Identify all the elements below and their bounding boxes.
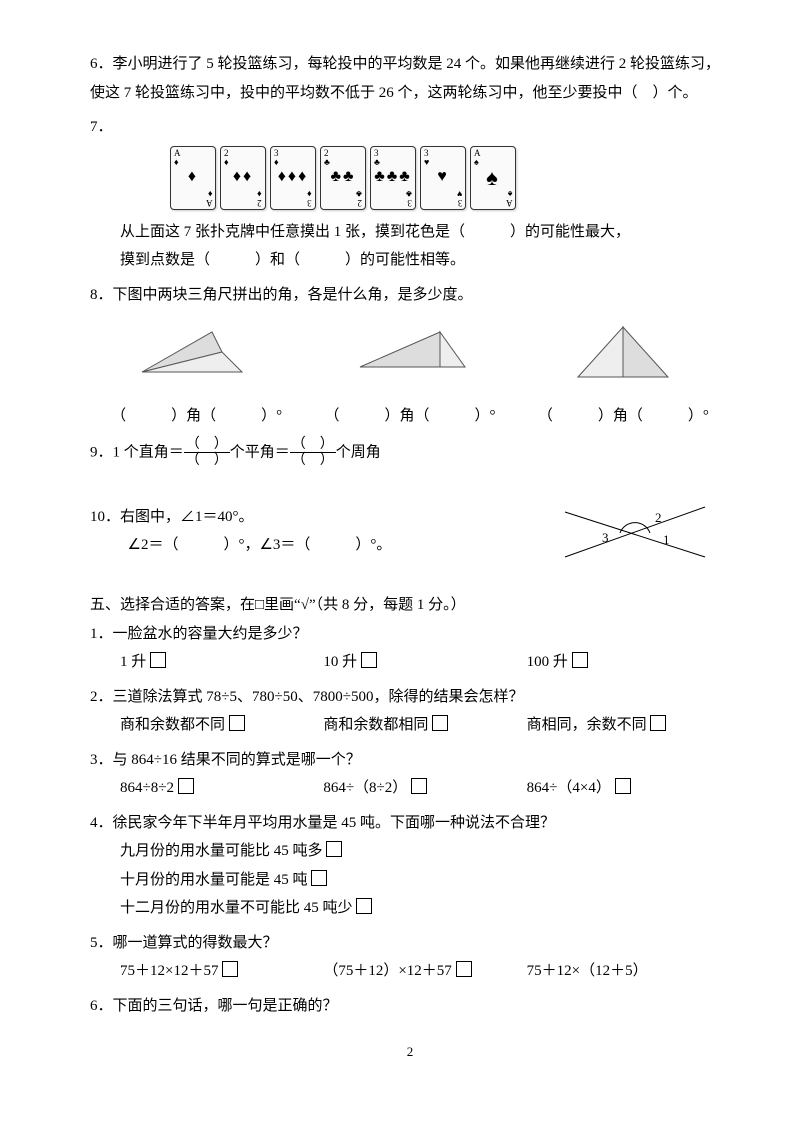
q9-mid: 个平角＝ — [230, 444, 290, 460]
q8-num: 8． — [90, 287, 113, 303]
page-number: 2 — [90, 1040, 730, 1065]
s5q3-b: 864÷（8÷2） — [323, 780, 407, 796]
checkbox[interactable] — [229, 715, 245, 731]
q9-pre: 1 个直角＝ — [113, 444, 184, 460]
checkbox[interactable] — [150, 652, 166, 668]
s5q2-a: 商和余数都不同 — [120, 717, 225, 733]
card-4: 2♣♣♣2♣ — [320, 146, 366, 210]
checkbox[interactable] — [361, 652, 377, 668]
checkbox[interactable] — [411, 778, 427, 794]
question-10: 2 3 1 10．右图中，∠1＝40°。 ∠2＝（ ）°，∠3＝（ ）°。 — [90, 503, 730, 578]
card-7: A♠♠A♠ — [470, 146, 516, 210]
question-8: 8．下图中两块三角尺拼出的角，各是什么角，是多少度。 （ ）角（ ）° （ ）角… — [90, 281, 730, 431]
s5q6-text: 下面的三句话，哪一句是正确的？ — [113, 998, 338, 1014]
s5-q1: 1．一脸盆水的容量大约是多少？ 1 升 10 升 100 升 — [90, 620, 730, 677]
q10-num: 10． — [90, 509, 120, 525]
s5q3-options: 864÷8÷2 864÷（8÷2） 864÷（4×4） — [90, 774, 730, 803]
s5q3-text: 与 864÷16 结果不同的算式是哪一个？ — [113, 752, 361, 768]
checkbox[interactable] — [178, 778, 194, 794]
s5q3-c: 864÷（4×4） — [527, 780, 611, 796]
triangle-pair-2 — [335, 317, 485, 392]
checkbox[interactable] — [356, 898, 372, 914]
s5q2-text: 三道除法算式 78÷5、780÷50、7800÷500，除得的结果会怎样？ — [113, 689, 524, 705]
s5q3-num: 3． — [90, 752, 113, 768]
angle-3-label: 3 — [602, 530, 609, 545]
q8-text: 下图中两块三角尺拼出的角，各是什么角，是多少度。 — [113, 287, 473, 303]
triangle-pair-3 — [548, 317, 698, 392]
checkbox[interactable] — [326, 841, 342, 857]
section-5-title: 五、选择合适的答案，在□里画“√”（共 8 分，每题 1 分。） — [90, 591, 730, 620]
s5q4-b: 十月份的用水量可能是 45 吨 — [120, 872, 308, 888]
card-2: 2♦♦♦2♦ — [220, 146, 266, 210]
checkbox[interactable] — [650, 715, 666, 731]
checkbox[interactable] — [456, 961, 472, 977]
s5q4-text: 徐民家今年下半年月平均用水量是 45 吨。下面哪一种说法不合理？ — [113, 815, 556, 831]
s5q1-a: 1 升 — [120, 654, 146, 670]
tri-label-2: （ ）角（ ）° — [324, 402, 495, 431]
s5q2-c: 商相同，余数不同 — [527, 717, 647, 733]
s5q5-b: （75＋12）×12＋57 — [323, 963, 451, 979]
s5q5-num: 5． — [90, 935, 113, 951]
checkbox[interactable] — [572, 652, 588, 668]
tri-label-3: （ ）角（ ）° — [538, 402, 709, 431]
s5q2-options: 商和余数都不同 商和余数都相同 商相同，余数不同 — [90, 711, 730, 740]
s5q4-num: 4． — [90, 815, 113, 831]
card-1: A♦♦A♦ — [170, 146, 216, 210]
s5q1-text: 一脸盆水的容量大约是多少？ — [113, 626, 308, 642]
s5q5-options: 75＋12×12＋57 （75＋12）×12＋57 75＋12×（12＋5） — [90, 957, 730, 986]
s5q4-options: 九月份的用水量可能比 45 吨多 十月份的用水量可能是 45 吨 十二月份的用水… — [90, 837, 730, 923]
s5-q5: 5．哪一道算式的得数最大？ 75＋12×12＋57 （75＋12）×12＋57 … — [90, 929, 730, 986]
s5q4-a: 九月份的用水量可能比 45 吨多 — [120, 843, 323, 859]
q9-post: 个周角 — [336, 444, 381, 460]
question-6: 6．李小明进行了 5 轮投篮练习，每轮投中的平均数是 24 个。如果他再继续进行… — [90, 50, 730, 107]
s5q1-b: 10 升 — [323, 654, 357, 670]
q9-frac2: （ ）（ ） — [290, 437, 336, 469]
triangle-figures — [90, 317, 730, 392]
tri-label-1: （ ）角（ ）° — [111, 402, 282, 431]
s5q1-options: 1 升 10 升 100 升 — [90, 648, 730, 677]
s5q5-c: 75＋12×（12＋5） — [527, 963, 648, 979]
angle-1-label: 1 — [663, 532, 670, 547]
q9-frac1: （ ）（ ） — [184, 437, 230, 469]
angle-2-label: 2 — [655, 510, 662, 525]
q7-line2: 摸到点数是（ ）和（ ）的可能性相等。 — [90, 246, 730, 275]
s5-q6: 6．下面的三句话，哪一句是正确的？ — [90, 992, 730, 1021]
card-5: 3♣♣♣♣3♣ — [370, 146, 416, 210]
s5q4-c: 十二月份的用水量不可能比 45 吨少 — [120, 900, 353, 916]
s5-q4: 4．徐民家今年下半年月平均用水量是 45 吨。下面哪一种说法不合理？ 九月份的用… — [90, 809, 730, 923]
triangle-labels: （ ）角（ ）° （ ）角（ ）° （ ）角（ ）° — [90, 402, 730, 431]
s5q5-a: 75＋12×12＋57 — [120, 963, 218, 979]
checkbox[interactable] — [615, 778, 631, 794]
angle-figure: 2 3 1 — [560, 503, 710, 578]
s5q1-num: 1． — [90, 626, 113, 642]
q6-text: 李小明进行了 5 轮投篮练习，每轮投中的平均数是 24 个。如果他再继续进行 2… — [90, 56, 720, 101]
q9-num: 9． — [90, 444, 113, 460]
s5-q2: 2．三道除法算式 78÷5、780÷50、7800÷500，除得的结果会怎样？ … — [90, 683, 730, 740]
checkbox[interactable] — [311, 870, 327, 886]
s5q5-text: 哪一道算式的得数最大？ — [113, 935, 278, 951]
checkbox[interactable] — [432, 715, 448, 731]
s5q6-num: 6． — [90, 998, 113, 1014]
s5q3-a: 864÷8÷2 — [120, 780, 174, 796]
s5q1-c: 100 升 — [527, 654, 568, 670]
triangle-pair-1 — [122, 317, 272, 392]
checkbox[interactable] — [222, 961, 238, 977]
s5q2-b: 商和余数都相同 — [323, 717, 428, 733]
question-9: 9．1 个直角＝（ ）（ ）个平角＝（ ）（ ）个周角 — [90, 437, 730, 469]
card-3: 3♦♦♦♦3♦ — [270, 146, 316, 210]
q6-num: 6． — [90, 56, 113, 72]
s5-q3: 3．与 864÷16 结果不同的算式是哪一个？ 864÷8÷2 864÷（8÷2… — [90, 746, 730, 803]
s5q2-num: 2． — [90, 689, 113, 705]
question-7: 7． A♦♦A♦ 2♦♦♦2♦ 3♦♦♦♦3♦ 2♣♣♣2♣ 3♣♣♣♣3♣ 3… — [90, 113, 730, 275]
q7-num: 7． — [90, 119, 113, 135]
q10-line1: 右图中，∠1＝40°。 — [120, 509, 254, 525]
q7-line1: 从上面这 7 张扑克牌中任意摸出 1 张，摸到花色是（ ）的可能性最大， — [90, 218, 730, 247]
cards-row: A♦♦A♦ 2♦♦♦2♦ 3♦♦♦♦3♦ 2♣♣♣2♣ 3♣♣♣♣3♣ 3♥♥3… — [170, 146, 730, 210]
q10-line2: ∠2＝（ ）°，∠3＝（ ）°。 — [90, 537, 391, 553]
card-6: 3♥♥3♥ — [420, 146, 466, 210]
